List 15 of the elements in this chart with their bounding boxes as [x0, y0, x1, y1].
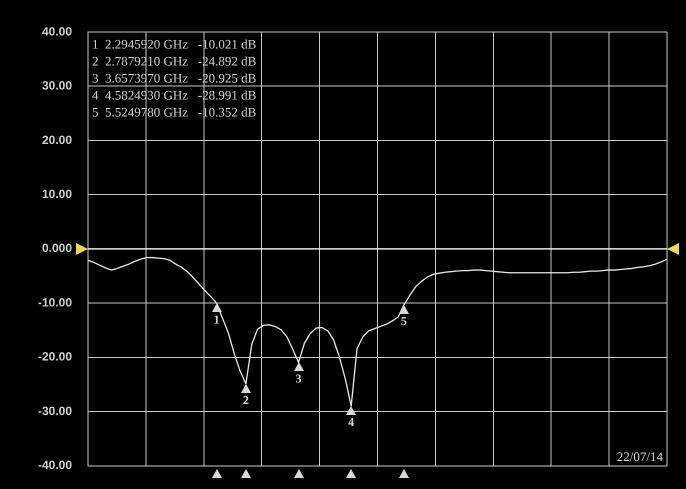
- annotation: 4: [348, 415, 354, 430]
- y-tick-label: -30.00: [38, 404, 72, 418]
- annotation: 22/07/14: [616, 449, 664, 464]
- annotation: 5: [400, 314, 407, 328]
- annotation: 1: [214, 312, 220, 326]
- y-tick-label: 40.00: [42, 24, 72, 38]
- y-tick-label: 20.00: [42, 132, 72, 147]
- y-tick-label: -40.00: [38, 458, 72, 472]
- y-tick-label: -20.00: [38, 350, 72, 364]
- y-tick-label: 0.000: [42, 241, 72, 256]
- annotation: 2: [242, 392, 249, 407]
- y-tick-label: -10.00: [38, 295, 72, 310]
- annotation: 3: [296, 371, 302, 386]
- y-tick-label: 10.00: [42, 186, 72, 201]
- y-tick-label: 30.00: [42, 78, 72, 93]
